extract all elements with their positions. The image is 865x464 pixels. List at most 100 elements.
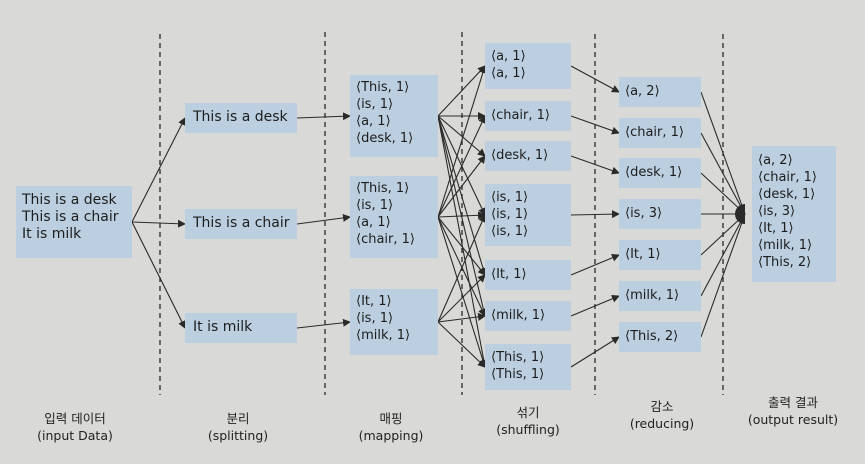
arrow-map-to-shuffle — [437, 115, 486, 218]
arrow-shuffle-to-reduce — [570, 254, 620, 276]
reduce-box: ⟨milk, 1⟩ — [619, 281, 701, 311]
kv-pair: ⟨It, 1⟩ — [491, 267, 527, 282]
kv-pair: ⟨desk, 1⟩ — [625, 165, 683, 180]
kv-pair: ⟨is, 3⟩ — [758, 204, 796, 219]
kv-pair: ⟨is, 1⟩ — [491, 190, 529, 205]
shuffle-box: ⟨desk, 1⟩ — [485, 141, 571, 171]
column-label-split: 분리 (splitting) — [208, 410, 268, 444]
reduce-box: ⟨a, 2⟩ — [619, 77, 701, 107]
kv-pair: ⟨is, 1⟩ — [356, 97, 394, 112]
map-box: ⟨This, 1⟩ ⟨is, 1⟩ ⟨a, 1⟩ ⟨desk, 1⟩ — [350, 75, 438, 157]
reduce-box: ⟨This, 2⟩ — [619, 322, 701, 352]
arrow-map-to-shuffle — [437, 65, 487, 218]
split-box: This is a desk — [185, 103, 297, 133]
arrow-shuffle-to-reduce — [570, 65, 620, 93]
output-result-box: ⟨a, 2⟩ ⟨chair, 1⟩ ⟨desk, 1⟩ ⟨is, 3⟩ ⟨It,… — [752, 146, 836, 282]
arrow-map-to-shuffle — [437, 155, 486, 218]
shuffle-box: ⟨This, 1⟩ ⟨This, 1⟩ — [485, 344, 571, 390]
kv-pair: ⟨a, 1⟩ — [356, 114, 391, 129]
shuffle-box: ⟨chair, 1⟩ — [485, 101, 571, 131]
arrow-input-to-split — [131, 221, 186, 329]
kv-pair: ⟨a, 2⟩ — [758, 153, 793, 168]
input-data-box: This is a desk This is a chair It is mil… — [16, 186, 132, 258]
kv-pair: ⟨It, 1⟩ — [625, 247, 661, 262]
kv-pair: ⟨is, 1⟩ — [356, 311, 394, 326]
label-sub: (reducing) — [629, 416, 695, 431]
arrow-reduce-to-output — [700, 213, 746, 297]
arrow-reduce-to-output — [700, 132, 746, 215]
kv-pair: ⟨This, 1⟩ — [491, 367, 545, 382]
label-title: 분리 — [226, 411, 250, 426]
arrow-reduce-to-output — [700, 91, 746, 215]
arrow-shuffle-to-reduce — [570, 155, 620, 175]
reduce-box: ⟨chair, 1⟩ — [619, 118, 701, 148]
arrow-map-to-shuffle — [437, 216, 486, 276]
input-line: It is milk — [22, 226, 82, 242]
kv-pair: ⟨This, 2⟩ — [625, 329, 679, 344]
arrow-split-to-map — [296, 318, 351, 329]
arrow-map-to-shuffle — [437, 274, 486, 323]
kv-pair: ⟨is, 1⟩ — [491, 224, 529, 239]
kv-pair: ⟨desk, 1⟩ — [491, 148, 549, 163]
kv-pair: ⟨milk, 1⟩ — [625, 288, 680, 303]
column-label-input: 입력 데이터 (input Data) — [37, 410, 113, 444]
arrow-map-to-shuffle — [437, 211, 486, 220]
label-sub: (shuffling) — [496, 422, 560, 437]
arrow-split-to-map — [296, 112, 351, 121]
label-title: 감소 — [650, 399, 674, 414]
input-line: This is a chair — [22, 209, 119, 225]
shuffle-box: ⟨It, 1⟩ — [485, 260, 571, 290]
split-text: This is a desk — [193, 109, 288, 125]
label-title: 입력 데이터 — [44, 411, 106, 426]
kv-pair: ⟨a, 1⟩ — [356, 215, 391, 230]
kv-pair: ⟨This, 1⟩ — [491, 350, 545, 365]
kv-pair: ⟨milk, 1⟩ — [491, 308, 546, 323]
kv-pair: ⟨chair, 1⟩ — [356, 232, 415, 247]
kv-pair: ⟨milk, 1⟩ — [356, 328, 411, 343]
arrow-map-to-shuffle — [437, 216, 487, 368]
column-label-output: 출력 결과 (output result) — [748, 394, 838, 428]
label-sub: (mapping) — [358, 428, 424, 443]
kv-pair: ⟨a, 2⟩ — [625, 84, 660, 99]
arrow-map-to-shuffle — [437, 321, 486, 368]
kv-pair: ⟨is, 1⟩ — [356, 198, 394, 213]
arrow-map-to-shuffle — [437, 216, 486, 317]
kv-pair: ⟨is, 1⟩ — [491, 207, 529, 222]
kv-pair: ⟨milk, 1⟩ — [758, 238, 813, 253]
arrow-reduce-to-output — [700, 172, 746, 215]
map-box: ⟨This, 1⟩ ⟨is, 1⟩ ⟨a, 1⟩ ⟨chair, 1⟩ — [350, 176, 438, 258]
arrow-shuffle-to-reduce — [570, 336, 620, 368]
kv-pair: ⟨It, 1⟩ — [356, 294, 392, 309]
arrow-reduce-to-output — [700, 213, 746, 256]
shuffle-box: ⟨milk, 1⟩ — [485, 301, 571, 331]
shuffle-box: ⟨is, 1⟩ ⟨is, 1⟩ ⟨is, 1⟩ — [485, 184, 571, 246]
kv-pair: ⟨This, 2⟩ — [758, 255, 812, 270]
split-text: This is a chair — [193, 215, 290, 231]
kv-pair: ⟨desk, 1⟩ — [356, 131, 414, 146]
arrow-map-to-shuffle — [437, 115, 486, 157]
arrow-map-to-shuffle — [437, 115, 488, 368]
kv-pair: ⟨This, 1⟩ — [356, 80, 410, 95]
kv-pair: ⟨chair, 1⟩ — [758, 170, 817, 185]
label-sub: (input Data) — [37, 428, 113, 443]
shuffle-box: ⟨a, 1⟩ ⟨a, 1⟩ — [485, 43, 571, 89]
split-box: This is a chair — [185, 209, 297, 239]
reduce-box: ⟨is, 3⟩ — [619, 199, 701, 229]
arrow-input-to-split — [131, 219, 186, 228]
arrow-shuffle-to-reduce — [570, 210, 620, 219]
kv-pair: ⟨a, 1⟩ — [491, 49, 526, 64]
kv-pair: ⟨chair, 1⟩ — [625, 125, 684, 140]
arrow-shuffle-to-reduce — [570, 295, 620, 317]
arrow-shuffle-to-reduce — [570, 115, 620, 135]
label-sub: (output result) — [747, 412, 839, 427]
column-label-map: 매핑 (mapping) — [359, 410, 424, 444]
arrow-input-to-split — [131, 117, 186, 223]
kv-pair: ⟨desk, 1⟩ — [758, 187, 816, 202]
arrow-reduce-to-output — [700, 213, 746, 338]
label-title: 출력 결과 — [768, 395, 818, 410]
map-box: ⟨It, 1⟩ ⟨is, 1⟩ ⟨milk, 1⟩ — [350, 289, 438, 355]
input-line: This is a desk — [22, 192, 117, 208]
reduce-box: ⟨desk, 1⟩ — [619, 158, 701, 188]
kv-pair: ⟨is, 3⟩ — [625, 206, 663, 221]
